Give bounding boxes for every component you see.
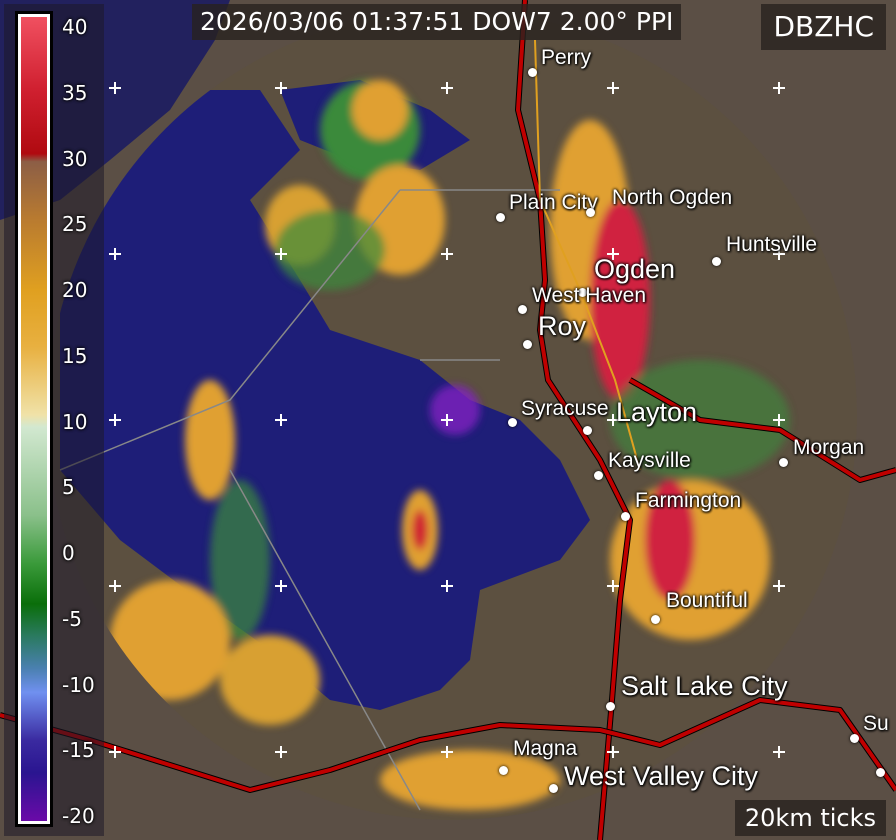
city-dot-bountiful	[651, 615, 660, 624]
range-ticks	[109, 82, 785, 758]
range-tick-cross-icon	[441, 248, 453, 260]
city-dot-morgan	[779, 458, 788, 467]
range-tick-cross-icon	[109, 82, 121, 94]
colorbar-label: -20	[62, 804, 95, 828]
city-dot-west-valley-city	[549, 784, 558, 793]
city-label-su: Su	[863, 712, 889, 735]
city-dot-roy	[523, 340, 532, 349]
city-dot-ogden	[578, 288, 587, 297]
city-dot-salt-lake-city	[606, 702, 615, 711]
city-label-north-ogden: North Ogden	[612, 186, 733, 209]
range-tick-cross-icon	[441, 414, 453, 426]
colorbar-label: 40	[62, 15, 88, 39]
city-dot-farmington	[621, 512, 630, 521]
range-tick-cross-icon	[773, 414, 785, 426]
range-tick-cross-icon	[109, 746, 121, 758]
range-tick-cross-icon	[275, 82, 287, 94]
colorbar-label: 10	[62, 410, 88, 434]
colorbar-label: 30	[62, 147, 88, 171]
range-tick-cross-icon	[109, 580, 121, 592]
city-label-salt-lake-city: Salt Lake City	[621, 671, 788, 701]
range-tick-cross-icon	[607, 746, 619, 758]
city-label-west-valley-city: West Valley City	[564, 761, 759, 791]
range-tick-cross-icon	[441, 580, 453, 592]
scan-title: 2026/03/06 01:37:51 DOW7 2.00° PPI	[192, 4, 682, 40]
range-tick-cross-icon	[441, 746, 453, 758]
city-label-kaysville: Kaysville	[608, 449, 691, 472]
colorbar-label: 0	[62, 541, 75, 565]
range-tick-cross-icon	[607, 248, 619, 260]
colorbar-label: 15	[62, 344, 88, 368]
range-tick-cross-icon	[773, 248, 785, 260]
product-label: DBZHC	[761, 4, 886, 50]
city-label-huntsville: Huntsville	[726, 233, 818, 256]
city-dot-huntsville	[712, 257, 721, 266]
city-dot-north-ogden	[586, 208, 595, 217]
city-label-roy: Roy	[538, 311, 587, 341]
range-tick-cross-icon	[275, 414, 287, 426]
city-dot-layton	[583, 426, 592, 435]
city-label-layton: Layton	[616, 397, 698, 427]
city-label-farmington: Farmington	[635, 489, 742, 512]
city-dot-unlabeled	[876, 768, 885, 777]
city-label-ogden: Ogden	[594, 254, 676, 284]
city-label-west-haven: West Haven	[532, 284, 646, 307]
range-tick-cross-icon	[773, 580, 785, 592]
range-tick-cross-icon	[607, 82, 619, 94]
range-tick-cross-icon	[275, 580, 287, 592]
colorbar-label: -5	[62, 607, 82, 631]
colorbar-label: 35	[62, 81, 88, 105]
great-salt-lake	[60, 90, 590, 710]
city-dot-plain-city	[496, 213, 505, 222]
city-label-morgan: Morgan	[793, 436, 865, 459]
colorbar-label: 5	[62, 475, 75, 499]
city-dot-west-haven	[518, 305, 527, 314]
range-tick-cross-icon	[109, 414, 121, 426]
city-dot-magna	[499, 766, 508, 775]
range-tick-cross-icon	[607, 414, 619, 426]
colorbar-label: -15	[62, 738, 95, 762]
city-label-plain-city: Plain City	[509, 191, 598, 214]
city-label-bountiful: Bountiful	[666, 589, 748, 612]
city-dot-perry	[528, 68, 537, 77]
city-label-magna: Magna	[513, 737, 578, 760]
range-tick-cross-icon	[607, 580, 619, 592]
city-dot-su	[850, 734, 859, 743]
city-dot-kaysville	[594, 471, 603, 480]
colorbar-label: 25	[62, 212, 88, 236]
colorbar-label: -10	[62, 673, 95, 697]
reflectivity-colorbar	[15, 11, 53, 827]
city-label-syracuse: Syracuse	[521, 397, 609, 420]
range-tick-cross-icon	[109, 248, 121, 260]
range-tick-cross-icon	[441, 82, 453, 94]
range-tick-cross-icon	[773, 82, 785, 94]
colorbar-label: 20	[62, 278, 88, 302]
city-label-perry: Perry	[541, 46, 592, 69]
tick-scale-label: 20km ticks	[734, 800, 886, 836]
range-tick-cross-icon	[275, 248, 287, 260]
city-dot-syracuse	[508, 418, 517, 427]
range-tick-cross-icon	[275, 746, 287, 758]
range-tick-cross-icon	[773, 746, 785, 758]
